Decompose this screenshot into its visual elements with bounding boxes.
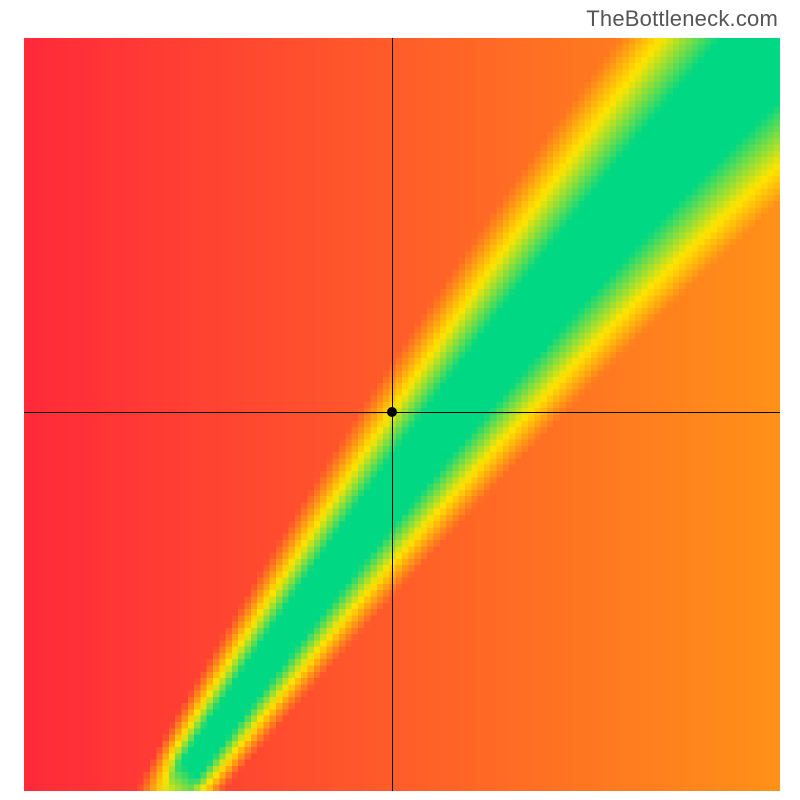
heatmap-canvas	[24, 38, 780, 791]
crosshair-horizontal	[24, 412, 780, 413]
heatmap-plot	[24, 38, 780, 791]
chart-container: TheBottleneck.com	[0, 0, 800, 800]
crosshair-marker	[387, 407, 397, 417]
watermark-text: TheBottleneck.com	[586, 6, 778, 32]
